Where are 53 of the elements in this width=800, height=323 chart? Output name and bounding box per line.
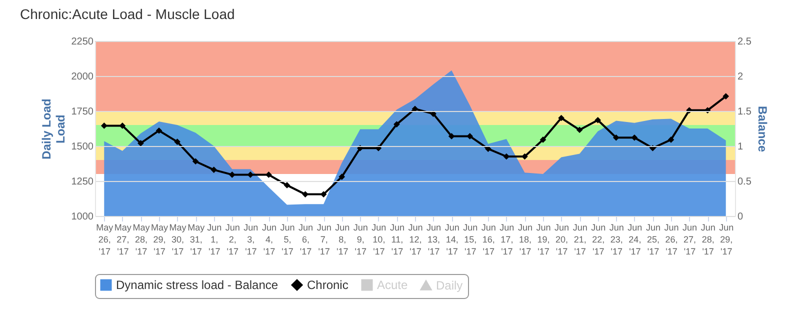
x-tick-label: Jun 5, '17 (280, 222, 295, 256)
x-tick-label: Jun 27, '17 (682, 222, 698, 256)
text: Daily Load (39, 98, 54, 160)
y2-tick-label: 2 (738, 72, 744, 82)
x-tick-label: Jun 14, '17 (444, 222, 460, 256)
x-tick-label: Jun 17, '17 (500, 222, 514, 256)
x-tick-label: Jun 13, '17 (426, 222, 442, 256)
y2-tick-label: 0 (738, 212, 744, 222)
x-tick-label: Jun 25, '17 (646, 222, 660, 256)
x-tick-label: Jun 24, '17 (628, 222, 642, 256)
chart-title: Chronic:Acute Load - Muscle Load (20, 6, 235, 22)
y-axis-title: Load (53, 114, 68, 144)
x-tick-label: Jun 21, '17 (572, 222, 588, 256)
x-tick-label: Jun 6, '17 (298, 222, 314, 256)
x-tick-label: Jun 16, '17 (481, 222, 496, 256)
y-tick-label: 2000 (71, 72, 94, 82)
x-tick-label: May 27, '17 (114, 222, 132, 256)
y-tick-label: 1750 (71, 106, 94, 118)
x-tick-label: Jun 1, '17 (207, 222, 222, 256)
legend-label: Chronic (307, 278, 348, 292)
x-tick-label: May 26, '17 (96, 222, 114, 256)
x-tick-label: Jun 26, '17 (664, 222, 679, 256)
x-tick-label: Jun 22, '17 (591, 222, 606, 256)
x-tick-label: May 29, '17 (150, 222, 168, 256)
y-tick-label: 2250 (71, 36, 94, 48)
y2-tick-label: 1.5 (738, 106, 752, 118)
x-tick-label: Jun 12, '17 (408, 222, 423, 256)
y2-axis-title: Balance (755, 106, 770, 152)
x-tick-label: Jun 8, '17 (335, 222, 350, 256)
y2-tick-label: 1 (738, 142, 744, 152)
x-tick-label: Jun 3, '17 (244, 222, 258, 256)
y-tick-label: 1250 (71, 176, 94, 188)
y-tick-label: 1500 (71, 142, 94, 152)
x-tick-label: Jun 9, '17 (353, 222, 368, 256)
x-tick-label: Jun 11, '17 (390, 222, 404, 256)
x-tick-label: May 30, '17 (169, 222, 187, 256)
x-tick-label: Jun 20, '17 (554, 222, 570, 256)
x-tick-label: Jun 23, '17 (609, 222, 624, 256)
x-tick-label: Jun 28, '17 (700, 222, 716, 256)
x-tick-label: Jun 29, '17 (719, 222, 734, 256)
legend-label: Dynamic stress load - Balance (116, 278, 278, 292)
x-tick-label: Jun 7, '17 (316, 222, 332, 256)
y2-tick-label: 2.5 (738, 36, 752, 48)
x-tick-label: Jun 10, '17 (372, 222, 386, 256)
x-tick-label: Jun 19, '17 (536, 222, 551, 256)
x-tick-label: Jun 15, '17 (463, 222, 478, 256)
y-tick-label: 1000 (71, 212, 94, 222)
y2-tick-label: 0.5 (738, 176, 752, 188)
x-tick-label: Jun 2, '17 (225, 222, 240, 256)
x-tick-label: Jun 4, '17 (262, 222, 276, 256)
x-tick-label: May 31, '17 (188, 222, 206, 256)
x-tick-label: May 28, '17 (132, 222, 150, 256)
x-tick-label: Jun 18, '17 (518, 222, 532, 256)
